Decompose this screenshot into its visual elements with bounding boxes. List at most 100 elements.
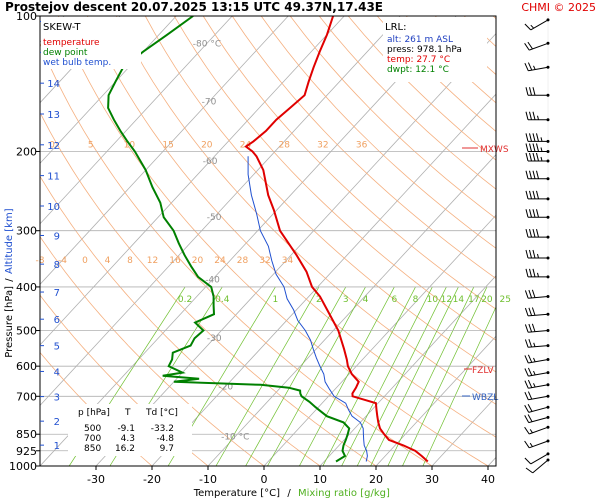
wind-barb-flag: [532, 249, 536, 259]
wind-barb-flag: [529, 228, 532, 238]
y-tick-label: 925: [16, 445, 37, 458]
wind-barb-half-flag: [529, 442, 533, 447]
isotherm-label: -40: [205, 275, 220, 285]
isotherm-line: [151, 93, 496, 466]
wind-barb-flag: [529, 190, 532, 200]
table-cell: 700: [84, 434, 101, 444]
legend-dewpoint: dew point: [43, 48, 88, 58]
dry-adiabat-line: [289, 16, 496, 219]
wind-barb-flag: [525, 87, 529, 96]
mixing-ratio-line: [245, 286, 347, 466]
mixing-ratio-line: [322, 286, 416, 466]
wind-barb-flag: [532, 111, 536, 120]
wind-barb-flag: [525, 268, 529, 278]
table-cell: -9.1: [117, 424, 135, 434]
wind-barb: [524, 41, 550, 51]
wind-barb-half-flag: [540, 156, 543, 162]
mixing-ratio-line: [387, 286, 475, 466]
level-table: p [hPa] T Td [°C] 500 -9.1 -33.2 700 4.3…: [68, 404, 192, 456]
axes: -30 -20 -10 0 10 20 30 401002003004005006007008…: [9, 10, 495, 486]
wind-barbs: [524, 16, 550, 474]
wind-barb-flag: [532, 143, 536, 152]
altitude-tick-label: 4: [54, 367, 60, 378]
lrl-alt: alt: 261 m ASL: [387, 35, 453, 45]
altitude-tick-label: 12: [47, 141, 60, 152]
wind-barb: [524, 404, 550, 413]
plot-frame: [39, 15, 497, 467]
wind-barb-flag: [524, 290, 529, 299]
wind-barb-flag: [524, 391, 529, 401]
y-axis-title: Pressure [hPa] / Altitude [km]: [4, 208, 15, 357]
isotherm-label: -60: [203, 157, 218, 167]
x-tick-label: -30: [87, 473, 105, 486]
wind-barb-flag: [525, 209, 529, 218]
lrl-box: LRL: alt: 261 m ASL press: 978.1 hPa tem…: [383, 17, 487, 82]
wind-barb-flag: [532, 87, 536, 96]
grid-labels: -80 °C-70-60-50-40-30-20-10 °C0 5 10 15 20 24…: [36, 39, 511, 442]
wind-barb-flag: [527, 379, 533, 388]
x-tick-label: 20: [369, 473, 383, 486]
wind-barb-flag: [529, 268, 532, 278]
wind-barb-flag: [524, 415, 530, 423]
wind-barb: [525, 249, 550, 260]
table-header-p: p [hPa]: [78, 408, 110, 418]
mixing-ratio-label: 14: [453, 295, 465, 305]
isotherm-line: [40, 16, 457, 466]
isotherm-line: [40, 16, 289, 285]
mixing-ratio-label: 4: [363, 295, 369, 305]
wet-bulb-profile: [247, 156, 368, 462]
wind-barb: [524, 379, 550, 389]
wind-barb-flag: [532, 268, 536, 278]
x-tick-label: -10: [199, 473, 217, 486]
mixing-ratio-label: 8: [413, 295, 419, 305]
table-cell: 850: [84, 444, 101, 454]
table-cell: 500: [84, 424, 101, 434]
wind-barb-flag: [529, 209, 532, 218]
wind-barb: [524, 323, 550, 333]
y-tick-label: 400: [16, 281, 37, 294]
wind-barb-flag: [532, 190, 536, 200]
mixing-ratio-label: 10: [427, 295, 439, 305]
mixing-ratio-line: [422, 306, 496, 466]
wind-barb: [524, 452, 550, 465]
wind-barb-half-flag: [530, 24, 535, 29]
wind-barb-flag: [527, 354, 533, 363]
wind-barb-flag: [524, 404, 530, 413]
isotherm-line: [95, 32, 496, 466]
mixing-ratio-line: [267, 286, 366, 466]
dewpoint-profile: [107, 16, 351, 463]
isotherm-label: -80 °C: [193, 39, 221, 49]
dry-adiabat-line: [492, 16, 496, 20]
y-tick-label: 1000: [9, 460, 37, 473]
wind-barb-half-flag: [537, 115, 539, 120]
dry-adiabat-label: 15: [162, 140, 173, 150]
mixing-ratio-label: 12: [441, 295, 452, 305]
isotherm-line: [40, 16, 233, 225]
wind-barb-flag: [536, 133, 539, 142]
wind-barb-flag: [525, 190, 529, 200]
wind-barb: [524, 425, 550, 435]
mixing-ratio-line: [341, 286, 433, 466]
wind-barb-flag: [532, 209, 536, 218]
isotherm-lines: [40, 16, 600, 466]
wind-barb-flag: [529, 111, 532, 120]
altitude-tick-label: 13: [47, 110, 60, 121]
legend-temperature: temperature: [43, 38, 100, 48]
dry-adiabat-label: 8: [127, 256, 133, 266]
dry-adiabat-label: 32: [317, 140, 328, 150]
isotherm-label: -20: [218, 382, 233, 392]
wind-barb-flag: [525, 111, 529, 120]
wind-barb-staff: [532, 459, 549, 474]
wind-barb-flag: [536, 190, 539, 200]
wind-barb-flag: [536, 152, 539, 162]
wind-barb-flag: [531, 323, 536, 332]
wind-barb: [525, 228, 550, 239]
mixing-ratio-line: [215, 286, 320, 466]
dry-adiabat-line: [434, 16, 496, 76]
mixing-ratio-label: 17: [468, 295, 479, 305]
wind-barb: [524, 354, 550, 364]
isotherm-line: [40, 16, 177, 164]
mixing-ratio-line: [356, 286, 447, 466]
isotherm-line: [544, 16, 600, 466]
